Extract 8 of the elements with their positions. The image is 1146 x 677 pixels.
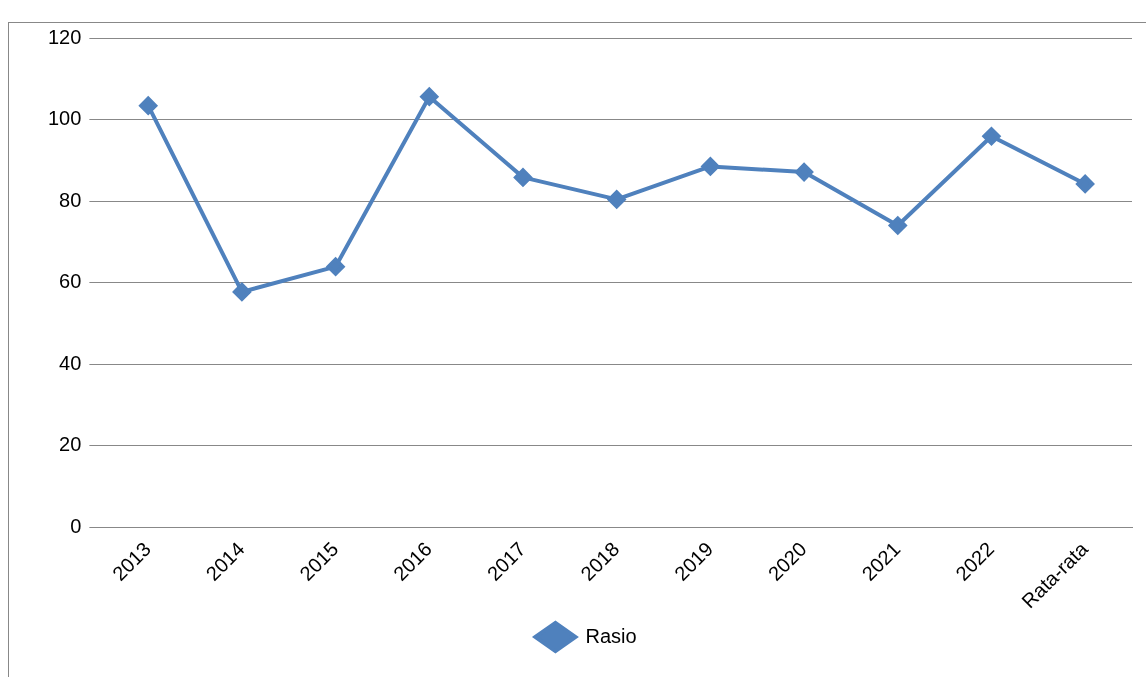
y-tick-label: 0 [70,514,82,537]
y-tick-label: 100 [47,107,82,130]
y-tick-label: 40 [59,351,82,374]
y-tick-label: 80 [59,188,82,211]
y-tick-label: 120 [47,25,82,48]
y-tick-label: 20 [59,433,82,456]
y-tick-label: 60 [59,270,82,293]
legend-label: Rasio [585,624,637,647]
